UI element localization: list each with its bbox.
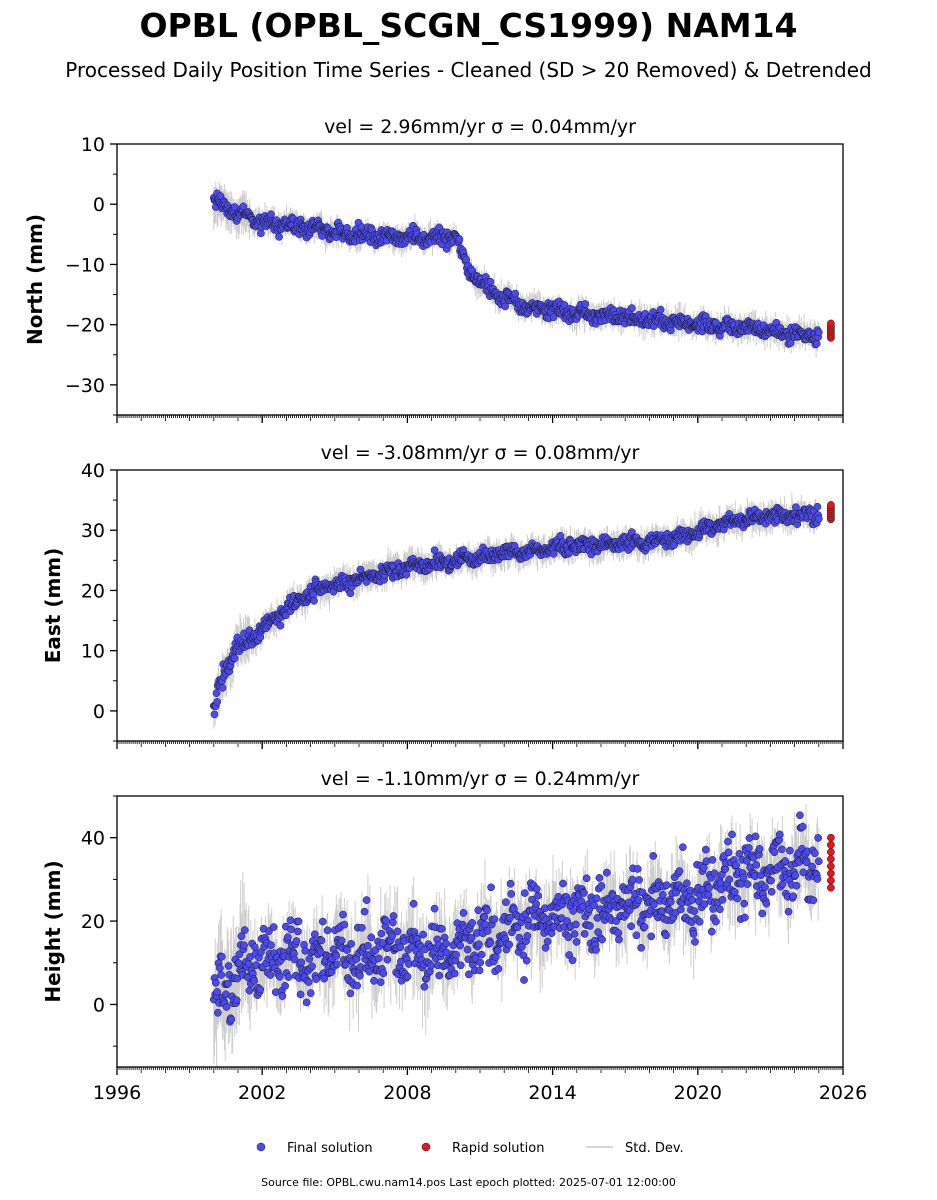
final-point [666, 326, 675, 335]
final-point [430, 546, 439, 555]
panel-north: vel = 2.96mm/yr σ = 0.04mm/yr North (mm) 1… [23, 116, 844, 423]
final-point [792, 503, 800, 511]
final-point [786, 339, 795, 347]
final-point [486, 277, 495, 286]
final-point [267, 210, 275, 219]
rapid-point [827, 501, 835, 509]
y-axis-label-north: North (mm) [23, 214, 47, 345]
final-point [813, 502, 822, 511]
final-point [213, 698, 222, 706]
chart-subtitle: Processed Daily Position Time Series - C… [65, 58, 872, 82]
final-point [356, 565, 365, 574]
y-tick-label: 20 [81, 580, 105, 602]
final-point [212, 689, 221, 697]
y-tick-label: −20 [65, 315, 105, 337]
data-layer-east [209, 492, 835, 729]
final-point [581, 300, 590, 308]
y-axis-label-height: Height (mm) [41, 860, 65, 1002]
final-point [627, 304, 636, 312]
final-point [230, 654, 239, 663]
y-tick-label: 0 [93, 194, 105, 216]
panel-title-height: vel = -1.10mm/yr σ = 0.24mm/yr [321, 768, 640, 790]
final-points-north [209, 189, 823, 349]
final-point [275, 232, 283, 241]
final-points-east [209, 502, 823, 719]
y-tick-label: 30 [81, 520, 105, 542]
final-point [310, 596, 318, 605]
y-tick-label: −10 [65, 254, 105, 276]
y-axis-label-east: East (mm) [41, 548, 65, 664]
final-point [814, 328, 823, 337]
final-point [455, 235, 464, 243]
final-point [218, 684, 227, 692]
final-point [402, 570, 411, 579]
rapid-points-north [827, 319, 835, 342]
y-tick-label: 0 [93, 701, 105, 723]
final-point [210, 710, 219, 719]
panel-height: vel = -1.10mm/yr σ = 0.24mm/yr Height (mm… [41, 768, 867, 1104]
final-point [812, 339, 821, 348]
rapid-points-east [827, 501, 835, 524]
data-layer-height [209, 803, 835, 1067]
final-point [656, 305, 665, 314]
panel-title-north: vel = 2.96mm/yr σ = 0.04mm/yr [324, 116, 636, 138]
final-point [501, 302, 510, 311]
final-point [549, 313, 558, 322]
final-point [346, 589, 355, 598]
final-point [257, 229, 265, 238]
rapid-point [827, 319, 835, 328]
final-point [549, 550, 558, 558]
chart-title: OPBL (OPBL_SCGN_CS1999) NAM14 [139, 6, 798, 45]
y-tick-label: −30 [65, 375, 105, 397]
y-tick-label: 10 [81, 641, 105, 663]
data-layer-north [209, 181, 835, 358]
final-point [276, 621, 285, 630]
panel-east: vel = -3.08mm/yr σ = 0.08mm/yr East (mm) 4… [41, 442, 844, 749]
panel-title-east: vel = -3.08mm/yr σ = 0.08mm/yr [321, 442, 640, 464]
y-tick-label: 10 [81, 134, 105, 156]
final-point [814, 514, 823, 523]
final-point [511, 289, 520, 298]
y-tick-label: 40 [81, 460, 105, 482]
